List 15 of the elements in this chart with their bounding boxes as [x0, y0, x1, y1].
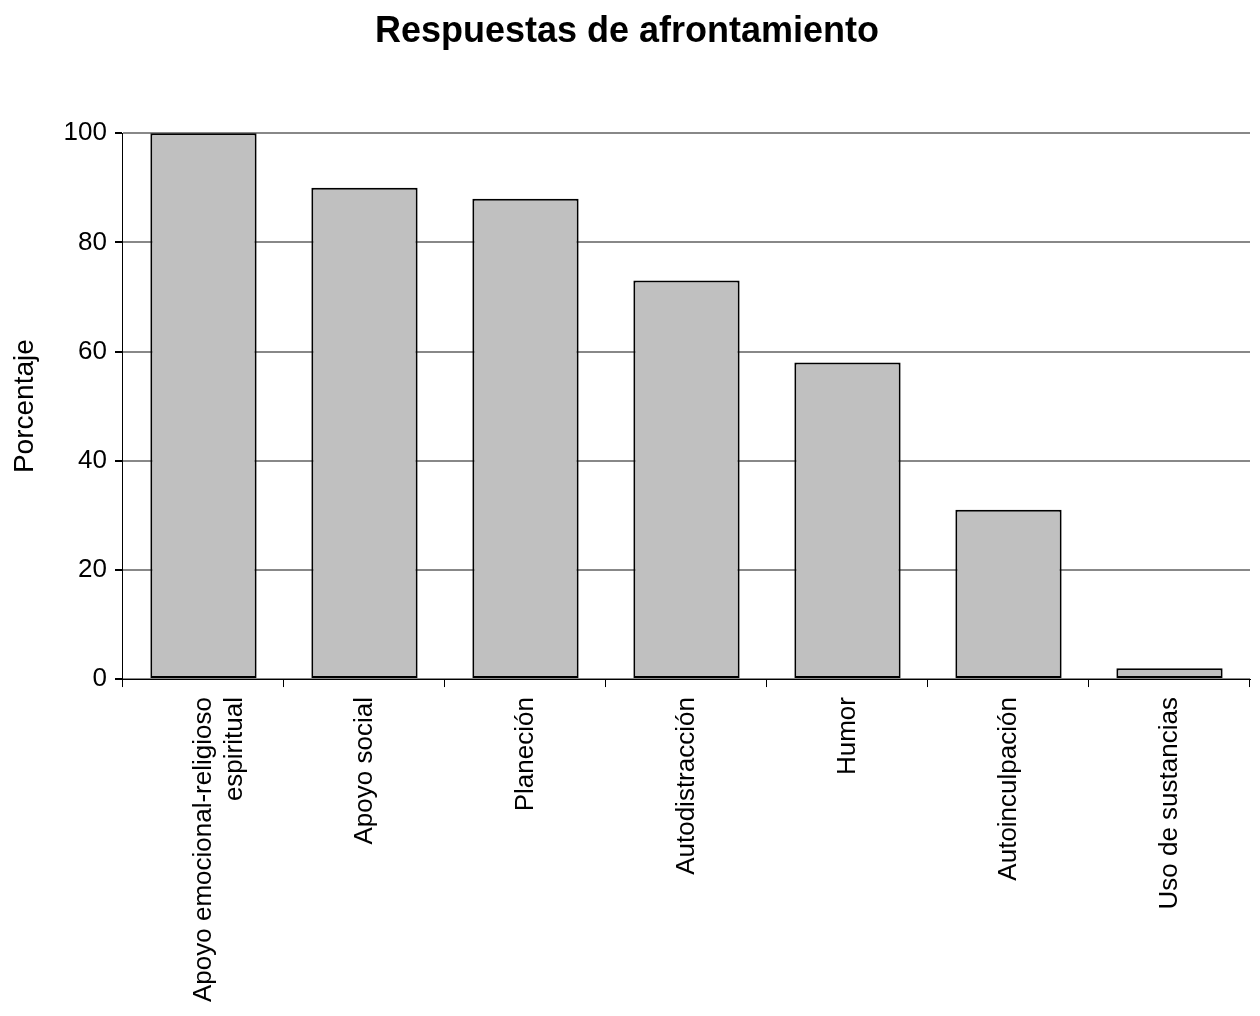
- x-tick-label: Apoyo social: [347, 697, 378, 845]
- y-tick-label: 80: [78, 225, 107, 256]
- x-tick-label: Autodistracción: [669, 697, 700, 875]
- chart-title: Respuestas de afrontamiento: [374, 8, 880, 50]
- y-tick-label: 60: [78, 334, 107, 365]
- y-tick-label: 0: [92, 662, 107, 693]
- y-axis-title: Porcentaje: [7, 339, 39, 474]
- x-tick-label: Humor: [830, 696, 861, 776]
- x-tick-label: Uso de sustancias: [1152, 697, 1183, 910]
- y-tick-label: 100: [63, 116, 107, 147]
- x-tick-label: Planeción: [508, 697, 539, 812]
- x-tick-label: Autoinculpación: [991, 697, 1022, 881]
- x-tick-label: Apoyo emocional-religioso espiritual: [186, 697, 248, 1003]
- y-tick-label: 40: [78, 443, 107, 474]
- y-tick-label: 20: [78, 553, 107, 584]
